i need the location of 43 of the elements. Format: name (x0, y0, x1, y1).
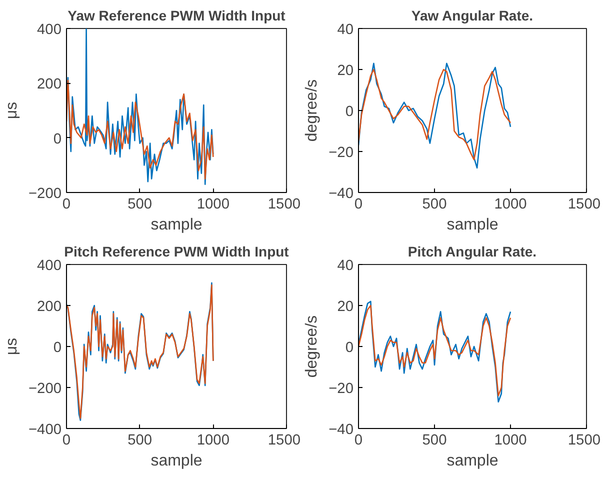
y-tick-label: 400 (37, 22, 62, 38)
y-tick-label: −400 (28, 422, 62, 438)
y-axis-title: μs (3, 102, 20, 120)
y-tick-label: −200 (28, 381, 62, 397)
x-tick-label: 1500 (568, 432, 601, 448)
x-tick-label: 500 (422, 432, 447, 448)
x-tick-label: 1000 (494, 432, 527, 448)
y-tick-label: 0 (345, 104, 354, 120)
y-tick-label: −20 (328, 381, 354, 397)
y-tick-label: −20 (328, 145, 354, 161)
y-tick-label: −200 (28, 186, 62, 202)
chart-title: Yaw Angular Rate. (411, 8, 534, 24)
y-tick-label: 40 (337, 258, 354, 274)
x-tick-label: 1000 (196, 432, 230, 448)
y-tick-label: 200 (37, 299, 62, 315)
y-axis-title: degree/s (304, 79, 321, 142)
y-axis-title: degree/s (304, 315, 321, 378)
y-tick-label: −40 (328, 422, 354, 438)
y-tick-label: −40 (328, 186, 354, 202)
chart-title: Pitch Angular Rate. (408, 244, 537, 260)
chart-title: Yaw Reference PWM Width Input (68, 8, 286, 24)
x-tick-label: 1000 (196, 196, 230, 212)
y-tick-label: 400 (37, 258, 62, 274)
x-tick-label: 500 (422, 196, 447, 212)
x-axis-title: sample (150, 216, 202, 234)
y-axis-title: μs (3, 338, 20, 356)
y-tick-label: 0 (53, 340, 62, 356)
y-tick-label: 20 (337, 299, 354, 315)
y-tick-label: 200 (37, 76, 62, 93)
x-tick-label: 1500 (268, 432, 301, 448)
x-axis-title: sample (446, 452, 498, 470)
x-axis-title: sample (150, 452, 202, 470)
y-tick-label: 0 (53, 131, 62, 148)
y-tick-label: 20 (337, 63, 354, 79)
y-tick-label: 40 (337, 22, 354, 38)
x-tick-label: 1500 (268, 196, 301, 212)
x-tick-label: 500 (128, 196, 152, 212)
x-tick-label: 1000 (494, 196, 527, 212)
x-tick-label: 1500 (568, 196, 601, 212)
x-axis-title: sample (446, 216, 498, 234)
y-tick-label: 0 (345, 340, 354, 356)
x-tick-label: 500 (128, 432, 152, 448)
chart-title: Pitch Reference PWM Width Input (64, 244, 290, 260)
